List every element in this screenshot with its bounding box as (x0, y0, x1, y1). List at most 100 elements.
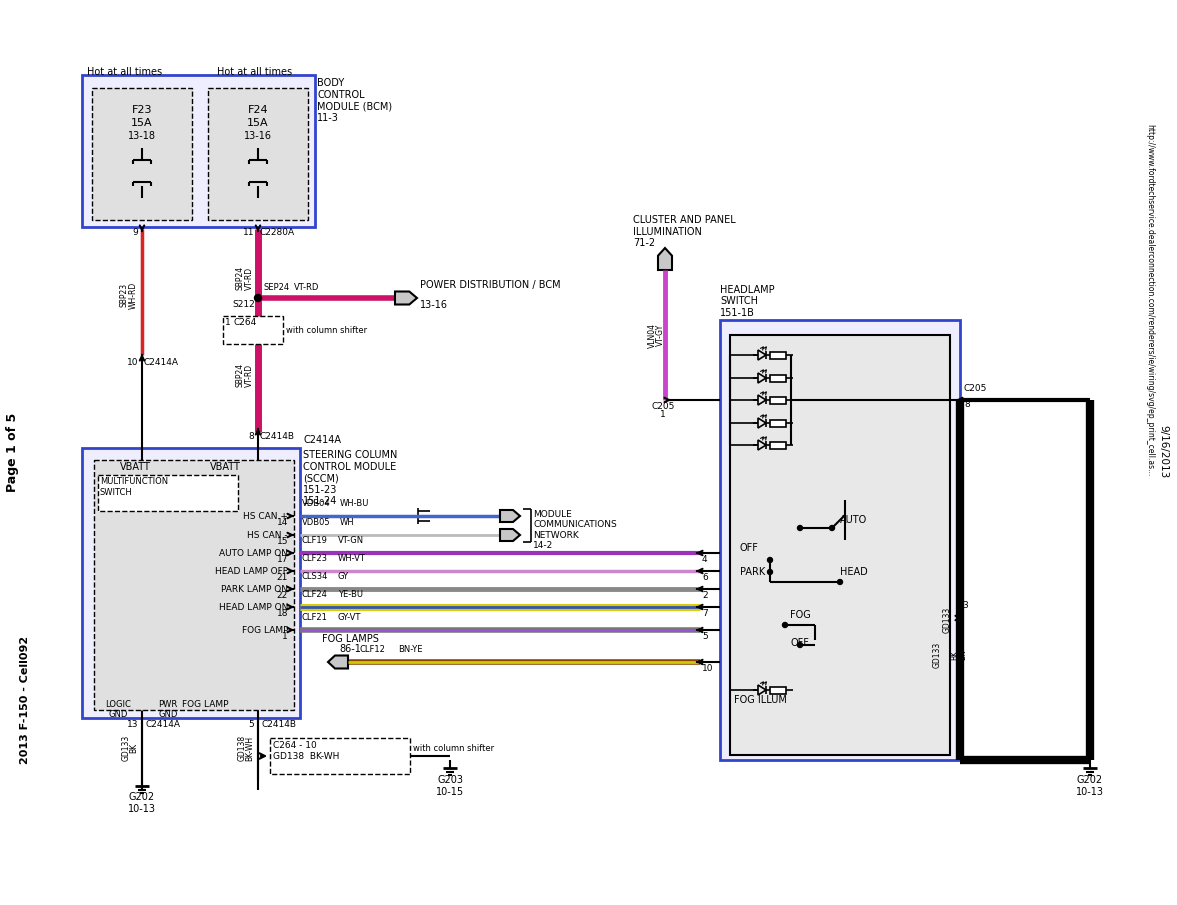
Text: MULTIFUNCTION: MULTIFUNCTION (100, 477, 168, 486)
Circle shape (767, 569, 772, 575)
Text: FOG LAMP: FOG LAMP (181, 700, 228, 709)
Text: 15: 15 (277, 537, 288, 546)
Text: C264 - 10: C264 - 10 (273, 741, 317, 750)
Text: SEP24: SEP24 (262, 283, 290, 292)
Text: 9/16/2013: 9/16/2013 (1158, 425, 1168, 479)
Text: WH-RD: WH-RD (128, 281, 138, 309)
Bar (770, 420, 786, 426)
Text: SBP24: SBP24 (235, 266, 245, 291)
Polygon shape (328, 655, 348, 669)
Bar (82, 448, 300, 718)
Polygon shape (658, 248, 672, 270)
Text: 11: 11 (242, 228, 254, 237)
Text: CLF21: CLF21 (302, 613, 328, 622)
Text: GD133: GD133 (943, 607, 951, 633)
Text: SWITCH: SWITCH (100, 488, 133, 497)
Polygon shape (500, 510, 520, 522)
Text: HEADLAMP
SWITCH
151-1B: HEADLAMP SWITCH 151-1B (720, 285, 774, 318)
Text: Page 1 of 5: Page 1 of 5 (7, 413, 20, 491)
Text: VT-GY: VT-GY (656, 324, 665, 346)
Text: WH: WH (340, 518, 354, 527)
Text: G202
10-13: G202 10-13 (128, 792, 157, 814)
Text: 1: 1 (660, 410, 666, 419)
Text: 9: 9 (132, 228, 138, 237)
Text: C2414A: C2414A (145, 720, 180, 729)
Text: OFF: OFF (740, 543, 759, 553)
Bar (94, 460, 294, 710)
Text: G202
10-13: G202 10-13 (1076, 775, 1104, 796)
Text: WH-BU: WH-BU (340, 499, 370, 508)
Text: HEAD LAMP ON: HEAD LAMP ON (219, 603, 288, 612)
Text: 3: 3 (962, 601, 967, 610)
Circle shape (838, 579, 843, 585)
Text: FOG: FOG (790, 610, 811, 620)
Bar (720, 320, 960, 760)
Text: 22: 22 (277, 591, 288, 600)
Text: S212: S212 (232, 300, 255, 309)
Text: GD138  BK-WH: GD138 BK-WH (273, 752, 339, 761)
Bar (270, 738, 410, 774)
Text: HEAD: HEAD (840, 567, 867, 577)
Text: GD138: GD138 (238, 735, 246, 761)
Polygon shape (395, 291, 417, 304)
Circle shape (830, 526, 834, 530)
Text: C205: C205 (964, 384, 988, 393)
Text: GY: GY (338, 572, 350, 581)
Bar (730, 335, 950, 755)
Bar (770, 396, 786, 404)
Text: VBATT: VBATT (210, 462, 241, 472)
Text: C2414A: C2414A (302, 435, 341, 445)
Text: OFF: OFF (791, 638, 810, 648)
Text: BK: BK (951, 650, 959, 660)
Text: 1: 1 (225, 318, 231, 327)
Text: C2414B: C2414B (260, 432, 295, 441)
Text: CLS34: CLS34 (302, 572, 328, 581)
Circle shape (767, 557, 772, 563)
Text: MODULE
COMMUNICATIONS
NETWORK
14-2: MODULE COMMUNICATIONS NETWORK 14-2 (533, 510, 617, 550)
Text: 10: 10 (126, 358, 138, 367)
Text: PARK: PARK (740, 567, 765, 577)
Text: VT-RD: VT-RD (245, 364, 253, 386)
Text: FOG LAMP: FOG LAMP (241, 625, 288, 634)
Bar (92, 88, 192, 220)
Text: HS CAN +: HS CAN + (244, 511, 288, 520)
Text: FOG ILLUM: FOG ILLUM (733, 695, 786, 705)
Text: HEAD LAMP OFF: HEAD LAMP OFF (215, 567, 288, 576)
Text: 5: 5 (701, 632, 707, 641)
Text: 8: 8 (964, 400, 970, 409)
Bar (98, 475, 238, 511)
Text: CLF24: CLF24 (302, 590, 328, 599)
Circle shape (798, 643, 803, 647)
Text: 13-16: 13-16 (420, 300, 448, 310)
Text: 6: 6 (701, 573, 707, 582)
Text: BK: BK (958, 650, 967, 660)
Text: 4: 4 (701, 555, 707, 564)
Text: 21: 21 (277, 573, 288, 582)
Text: SBP24: SBP24 (235, 363, 245, 387)
Text: CLUSTER AND PANEL
ILLUMINATION
71-2: CLUSTER AND PANEL ILLUMINATION 71-2 (633, 215, 736, 248)
Text: 13-18: 13-18 (128, 131, 157, 141)
Text: 1: 1 (282, 632, 288, 641)
Text: 2: 2 (701, 591, 707, 600)
Text: AUTO LAMP ON: AUTO LAMP ON (219, 548, 288, 557)
Text: 17: 17 (277, 555, 288, 564)
Text: VBATT: VBATT (120, 462, 151, 472)
Text: 2013 F-150 - Cell092: 2013 F-150 - Cell092 (20, 636, 29, 764)
Text: POWER DISTRIBUTION / BCM: POWER DISTRIBUTION / BCM (420, 280, 560, 290)
Bar (770, 687, 786, 693)
Text: GD133: GD133 (932, 642, 942, 668)
Text: GY-VT: GY-VT (338, 613, 361, 622)
Text: CLF19: CLF19 (302, 536, 328, 545)
Text: PARK LAMP ON: PARK LAMP ON (221, 585, 288, 594)
Text: LOGIC
GND: LOGIC GND (105, 700, 131, 719)
Text: Hot at all times: Hot at all times (218, 67, 293, 77)
Text: C205: C205 (652, 402, 676, 411)
Circle shape (798, 526, 803, 530)
Text: SBP23: SBP23 (120, 283, 128, 307)
Text: VT-GN: VT-GN (338, 536, 364, 545)
Text: 10: 10 (701, 664, 713, 673)
Text: BK: BK (129, 743, 139, 753)
Text: BK-WH: BK-WH (246, 736, 254, 760)
Text: GD133: GD133 (121, 735, 131, 761)
Text: STEERING COLUMN
CONTROL MODULE
(SCCM)
151-23
151-24: STEERING COLUMN CONTROL MODULE (SCCM) 15… (302, 450, 398, 507)
